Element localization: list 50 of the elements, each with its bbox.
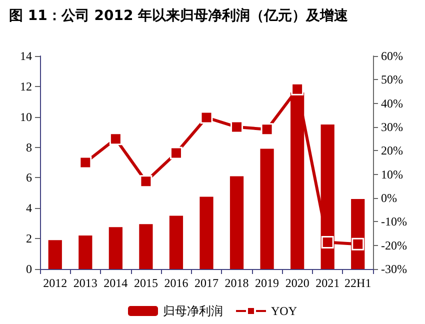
x-tick-label: 2018	[224, 276, 249, 290]
bar	[139, 224, 153, 269]
x-tick-label: 2012	[43, 276, 68, 290]
bar	[108, 227, 122, 269]
bar	[200, 196, 214, 269]
y-tick-label: 6	[26, 170, 32, 185]
x-tick-label: 2021	[316, 276, 340, 290]
x-tick-label: 2015	[134, 276, 158, 290]
point	[230, 120, 244, 134]
bar	[169, 216, 184, 269]
bar	[260, 148, 274, 269]
x-tick-label: 2019	[255, 276, 280, 290]
point	[260, 123, 274, 136]
y-tick-label: 10	[20, 110, 32, 124]
y-tick-label: 14	[20, 49, 32, 63]
y-tick-label: 12	[20, 79, 32, 94]
legend-label: YOY	[271, 304, 298, 318]
y2-tick-label: 30%	[381, 120, 403, 134]
y-tick-label: 8	[26, 140, 32, 154]
point	[140, 175, 152, 188]
y2-tick-label: 10%	[381, 167, 403, 182]
x-tick-label: 2016	[164, 276, 188, 290]
point	[79, 156, 92, 169]
y-tick-label: 2	[26, 232, 32, 246]
bar	[230, 176, 244, 269]
y2-tick-label: 20%	[381, 144, 403, 158]
point	[109, 132, 122, 146]
y-tick-label: 4	[26, 201, 32, 216]
x-tick-label: 2017	[194, 276, 218, 290]
y2-tick-label: 50%	[381, 72, 403, 87]
x-tick-label: 2020	[285, 276, 310, 290]
point	[200, 111, 213, 124]
y2-tick-label: 0%	[381, 191, 397, 205]
y2-tick-label: 60%	[381, 49, 403, 63]
bar	[78, 236, 92, 269]
point	[170, 146, 182, 160]
point	[291, 82, 304, 96]
point	[352, 238, 364, 250]
y2-tick-label: 40%	[381, 96, 403, 110]
x-tick-label: 2013	[73, 276, 98, 290]
x-tick-label: 22H1	[344, 276, 372, 290]
y2-tick-label: -10%	[381, 214, 407, 229]
legend-label: 归母净利润	[163, 304, 223, 318]
y2-tick-label: -20%	[381, 238, 407, 252]
bar	[48, 240, 62, 269]
y-tick-label: 0	[26, 262, 32, 276]
chart-title: 图 11：公司 2012 年以来归母净利润（亿元）及增速	[9, 7, 350, 24]
point	[321, 236, 334, 249]
x-tick-label: 2014	[104, 276, 128, 290]
y2-tick-label: -30%	[381, 262, 407, 276]
